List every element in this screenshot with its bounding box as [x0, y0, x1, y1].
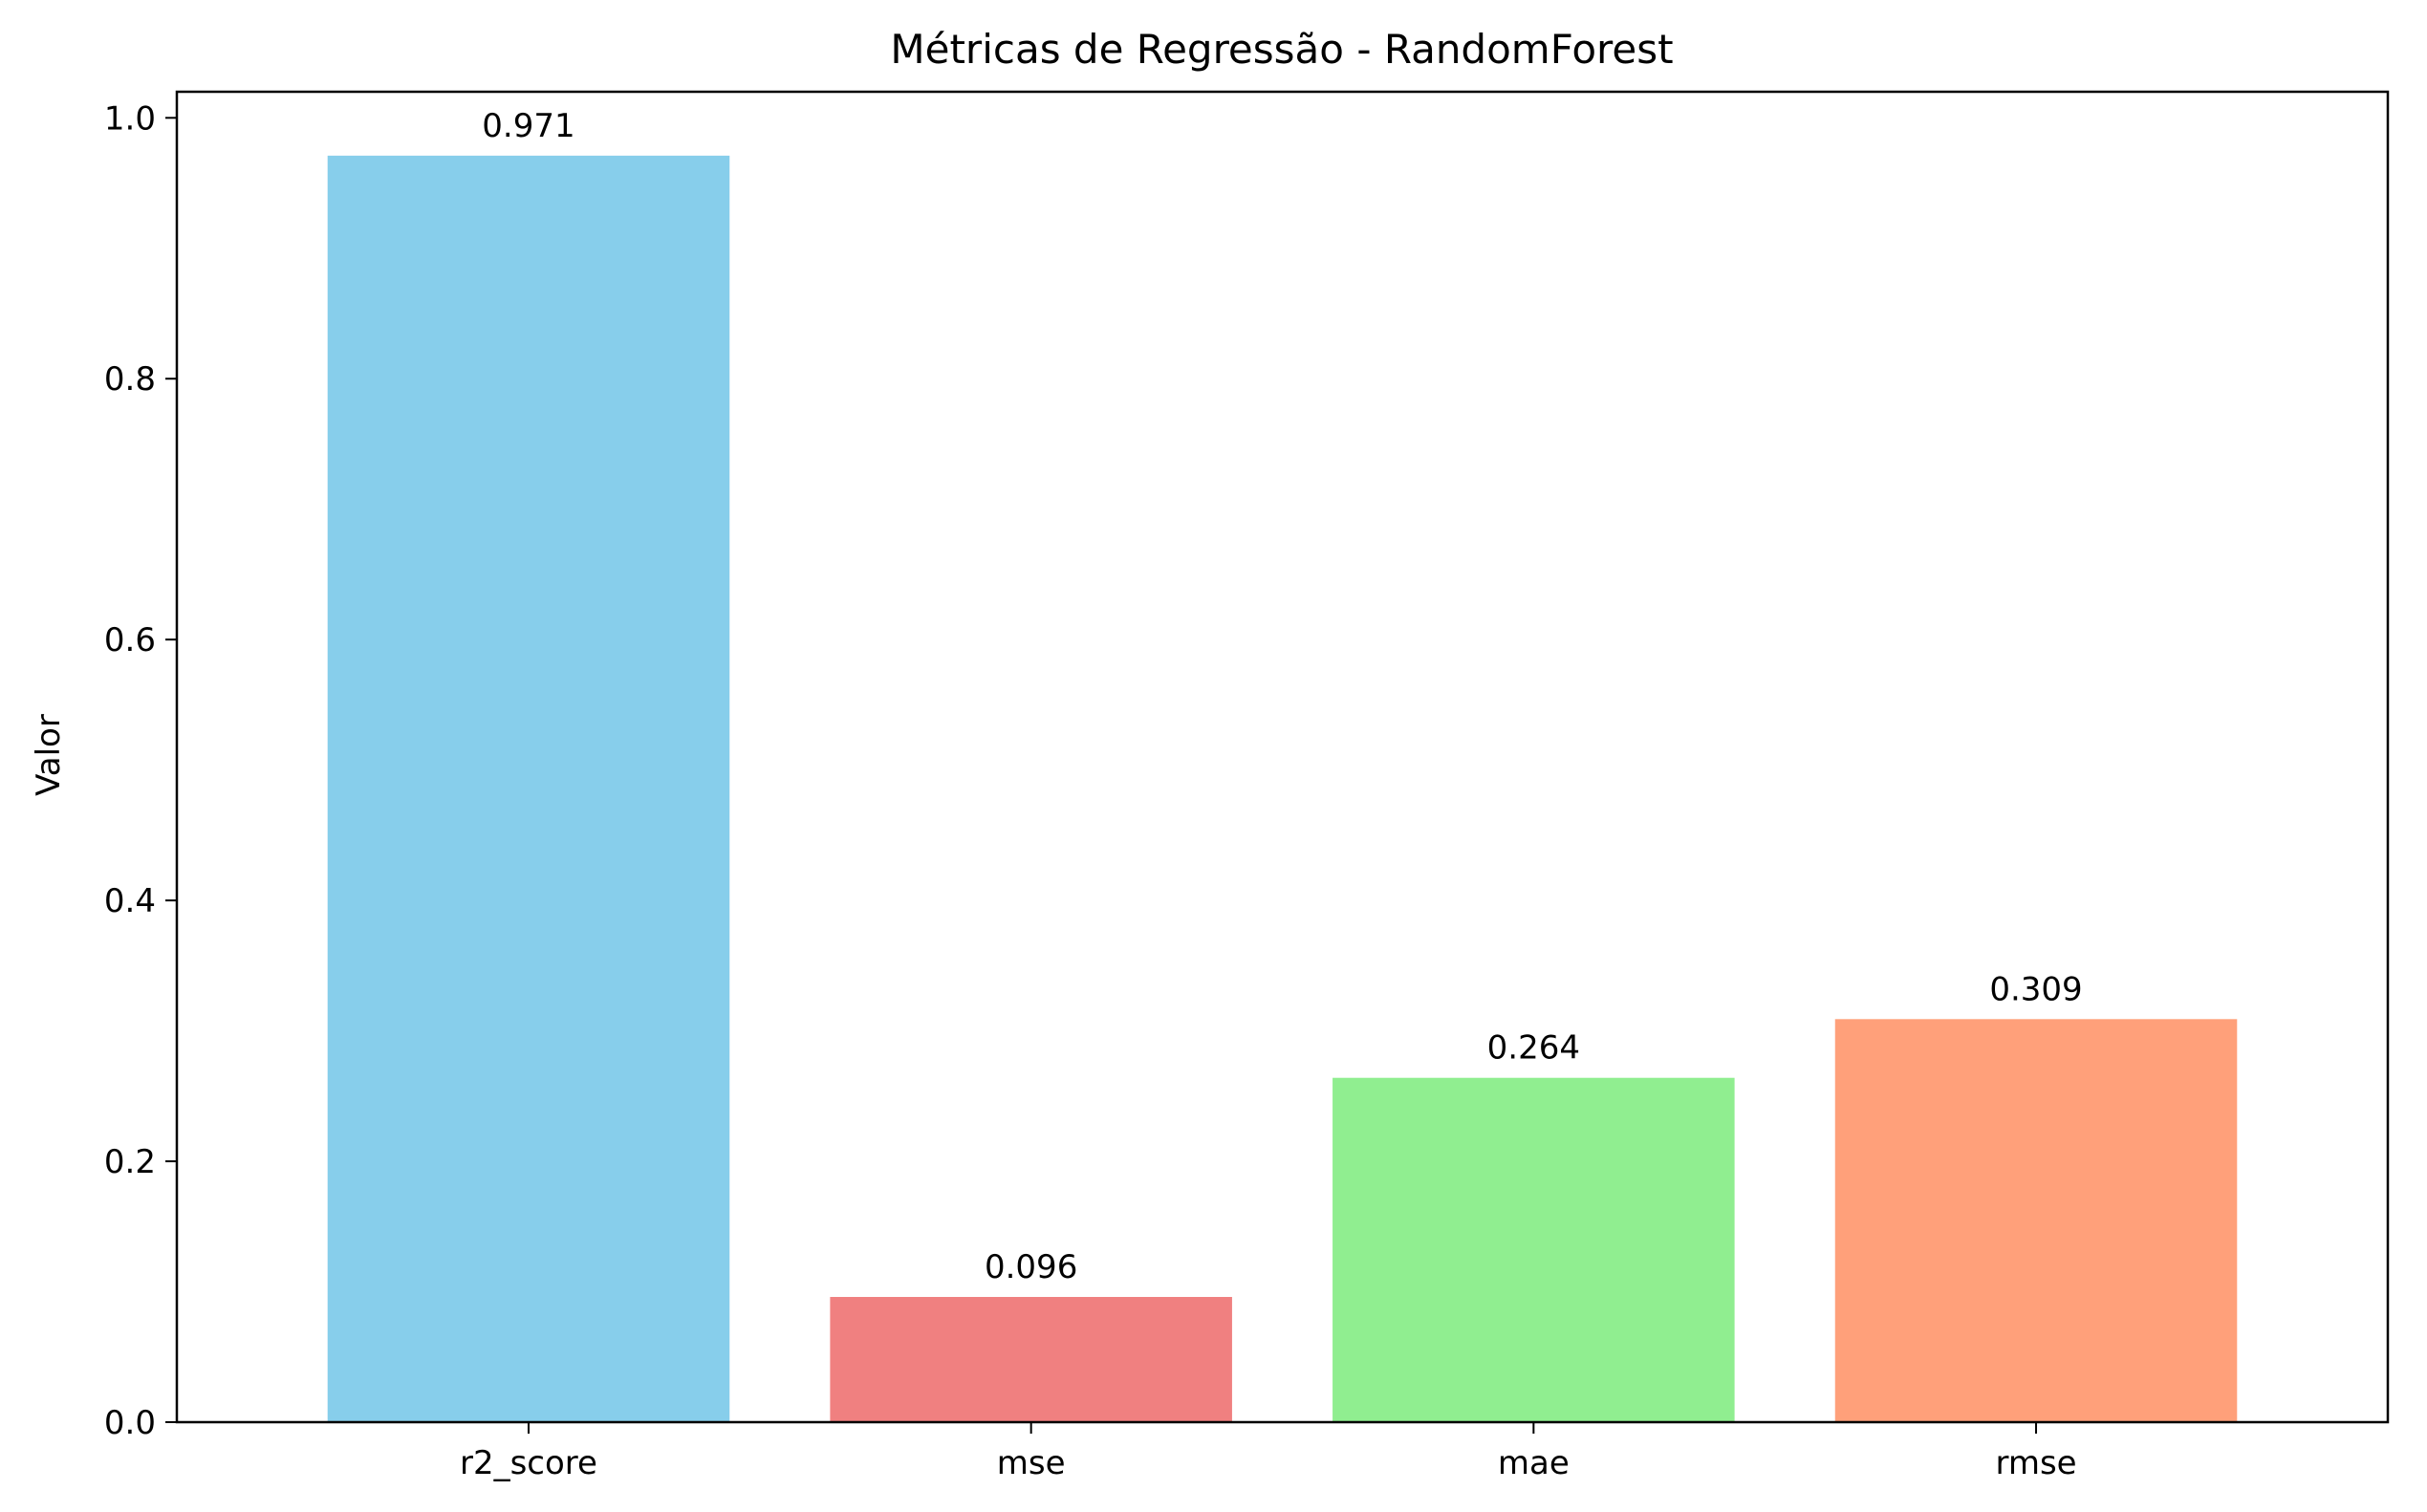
bar-value-labels: 0.971 0.096 0.264 0.309	[482, 107, 2082, 1286]
y-tick-label: 0.4	[104, 882, 156, 920]
x-tick-label: rmse	[1995, 1444, 2076, 1482]
x-tick-label: mae	[1498, 1444, 1570, 1482]
bar-r2-score	[327, 155, 730, 1422]
plot-area-frame	[175, 90, 2390, 1424]
y-axis-ticks: 0.0 0.2 0.4 0.6 0.8 1.0	[104, 99, 177, 1442]
y-tick-label: 0.2	[104, 1143, 156, 1181]
bar-value-label: 0.264	[1487, 1029, 1580, 1068]
bars-group	[327, 155, 2238, 1422]
bar-value-label: 0.971	[482, 107, 574, 145]
y-tick-label: 0.6	[104, 621, 156, 659]
y-tick-label: 0.0	[104, 1404, 156, 1442]
bar-mae	[1333, 1077, 1735, 1422]
y-axis-label: Valor	[30, 714, 68, 796]
bar-rmse	[1834, 1019, 2238, 1422]
y-tick-label: 1.0	[104, 99, 156, 138]
y-tick-label: 0.8	[104, 360, 156, 399]
bar-mse	[830, 1296, 1232, 1422]
x-tick-label: mse	[997, 1444, 1066, 1482]
x-tick-label: r2_score	[460, 1444, 597, 1482]
bar-value-label: 0.096	[985, 1248, 1077, 1286]
bar-value-label: 0.309	[1989, 970, 2082, 1008]
chart-title: Métricas de Regressão - RandomForest	[890, 26, 1673, 73]
x-axis-ticks: r2_score mse mae rmse	[460, 1422, 2077, 1482]
